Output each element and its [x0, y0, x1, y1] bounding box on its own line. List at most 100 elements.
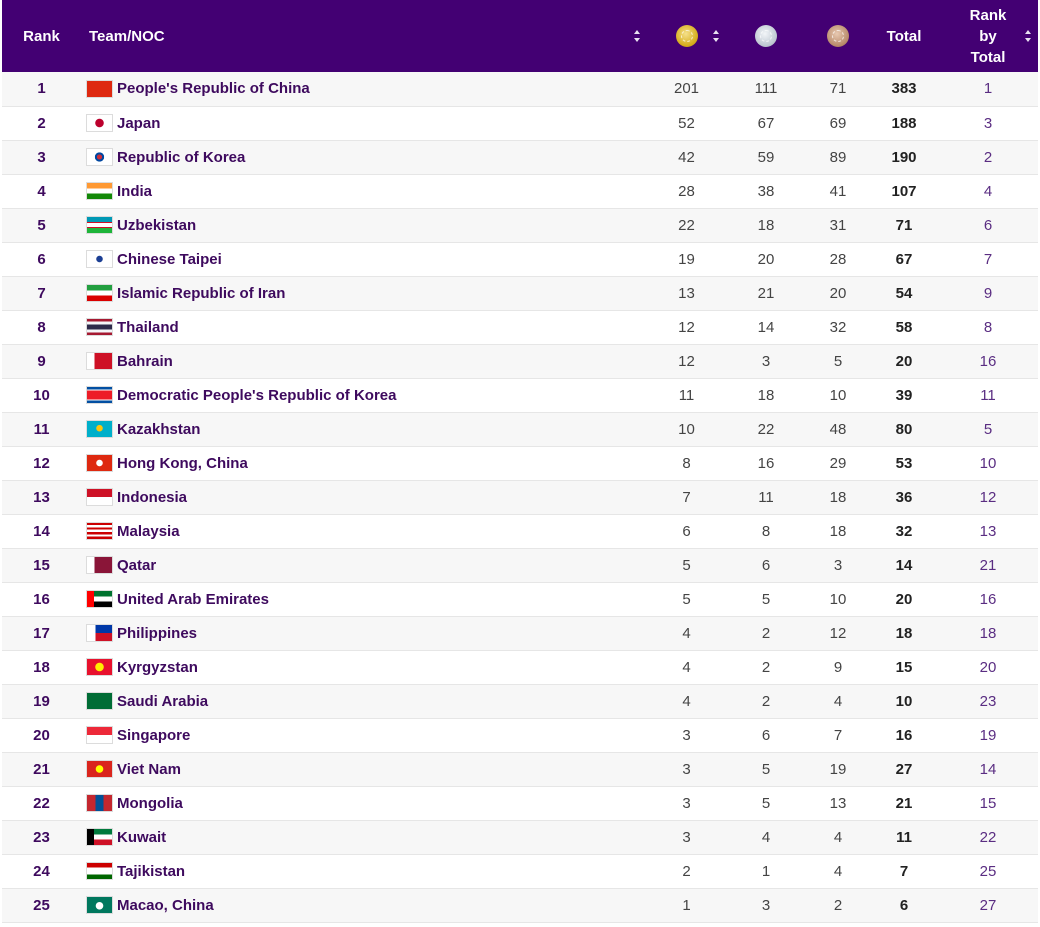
gold-count-cell: 42: [678, 148, 695, 166]
team-name-link[interactable]: Kuwait: [117, 828, 167, 846]
team-cell[interactable]: Thailand: [81, 310, 647, 344]
sort-icon[interactable]: [1025, 30, 1032, 42]
team-name-link[interactable]: Macao, China: [117, 896, 214, 914]
team-cell[interactable]: Malaysia: [81, 514, 647, 548]
team-cell[interactable]: Uzbekistan: [81, 208, 647, 242]
team-cell[interactable]: Macao, China: [81, 888, 647, 922]
total-count-cell: 39: [895, 386, 913, 404]
total-column-header[interactable]: Total: [870, 0, 938, 72]
rank-by-total-cell: 20: [979, 658, 997, 676]
rank-by-total-cell: 2: [983, 148, 993, 166]
team-name-link[interactable]: Saudi Arabia: [117, 692, 209, 710]
team-name-link[interactable]: Viet Nam: [117, 760, 181, 778]
team-name-link[interactable]: Philippines: [117, 624, 198, 642]
team-cell[interactable]: Saudi Arabia: [81, 684, 647, 718]
team-name-link[interactable]: Democratic People's Republic of Korea: [117, 386, 397, 404]
bronze-column-header[interactable]: [806, 0, 870, 72]
team-cell[interactable]: Viet Nam: [81, 752, 647, 786]
team-cell[interactable]: Japan: [81, 106, 647, 140]
team-cell[interactable]: Kazakhstan: [81, 412, 647, 446]
team-cell[interactable]: Islamic Republic of Iran: [81, 276, 647, 310]
gold-column-header[interactable]: [647, 0, 726, 72]
team-cell[interactable]: Mongolia: [81, 786, 647, 820]
team-name-link[interactable]: Bahrain: [117, 352, 173, 370]
team-name-link[interactable]: Thailand: [117, 318, 179, 336]
team-header-label: Team/NOC: [89, 27, 165, 45]
table-row: 4 India 28 38 41 107 4: [2, 174, 1038, 208]
table-row: 25 Macao, China 1 3 2 6 27: [2, 888, 1038, 922]
rank-by-total-cell: 12: [979, 488, 997, 506]
team-cell[interactable]: United Arab Emirates: [81, 582, 647, 616]
total-count-cell: 11: [896, 828, 912, 846]
team-name-link[interactable]: Japan: [117, 114, 161, 132]
team-cell[interactable]: India: [81, 174, 647, 208]
bronze-count-cell: 31: [829, 216, 847, 234]
team-cell[interactable]: Qatar: [81, 548, 647, 582]
rank-cell: 13: [33, 488, 50, 506]
team-name-link[interactable]: People's Republic of China: [117, 80, 310, 98]
silver-count-cell: 2: [761, 692, 771, 710]
team-name-link[interactable]: India: [117, 182, 153, 200]
team-cell[interactable]: Tajikistan: [81, 854, 647, 888]
team-cell[interactable]: Kyrgyzstan: [81, 650, 647, 684]
team-name-link[interactable]: Malaysia: [117, 522, 180, 540]
bronze-count-cell: 13: [829, 794, 847, 812]
team-cell[interactable]: People's Republic of China: [81, 72, 647, 106]
bronze-count-cell: 7: [833, 726, 843, 744]
flag-chinese-taipei-icon: [86, 250, 113, 268]
rank-column-header[interactable]: Rank: [2, 0, 81, 72]
gold-count-cell: 7: [682, 488, 691, 506]
flag-uae-icon: [86, 590, 113, 608]
team-name-link[interactable]: Qatar: [117, 556, 157, 574]
rank-by-total-column-header[interactable]: Rank by Total: [938, 0, 1038, 72]
total-count-cell: 20: [895, 352, 913, 370]
team-name-link[interactable]: Hong Kong, China: [117, 454, 248, 472]
team-name-link[interactable]: Republic of Korea: [117, 148, 246, 166]
sort-icon[interactable]: [713, 30, 720, 42]
team-name-link[interactable]: Tajikistan: [117, 862, 186, 880]
team-name-link[interactable]: Mongolia: [117, 794, 183, 812]
table-row: 21 Viet Nam 3 5 19 27 14: [2, 752, 1038, 786]
team-cell[interactable]: Philippines: [81, 616, 647, 650]
team-column-header[interactable]: Team/NOC: [81, 0, 647, 72]
bronze-count-cell: 71: [829, 80, 847, 98]
team-cell[interactable]: Bahrain: [81, 344, 647, 378]
bronze-count-cell: 3: [833, 556, 843, 574]
team-cell[interactable]: Chinese Taipei: [81, 242, 647, 276]
table-row: 17 Philippines 4 2 12 18 18: [2, 616, 1038, 650]
team-name-link[interactable]: United Arab Emirates: [117, 590, 269, 608]
rank-by-total-line-1: Rank: [969, 6, 1007, 24]
team-cell[interactable]: Hong Kong, China: [81, 446, 647, 480]
silver-count-cell: 18: [757, 216, 775, 234]
table-header-row: Rank Team/NOC: [2, 0, 1038, 72]
team-name-link[interactable]: Kyrgyzstan: [117, 658, 198, 676]
rank-cell: 10: [33, 386, 50, 404]
team-name-link[interactable]: Chinese Taipei: [117, 250, 222, 268]
rank-by-total-cell: 15: [979, 794, 997, 812]
team-name-link[interactable]: Kazakhstan: [117, 420, 201, 438]
silver-medal-icon: [755, 25, 777, 47]
team-name-link[interactable]: Islamic Republic of Iran: [117, 284, 286, 302]
silver-column-header[interactable]: [726, 0, 806, 72]
silver-count-cell: 21: [757, 284, 775, 302]
team-name-link[interactable]: Indonesia: [117, 488, 188, 506]
flag-philippines-icon: [86, 624, 113, 642]
silver-count-cell: 8: [761, 522, 771, 540]
silver-count-cell: 20: [757, 250, 775, 268]
team-name-link[interactable]: Uzbekistan: [117, 216, 197, 234]
gold-count-cell: 201: [673, 80, 700, 98]
team-name-link[interactable]: Singapore: [117, 726, 191, 744]
team-cell[interactable]: Democratic People's Republic of Korea: [81, 378, 647, 412]
bronze-count-cell: 4: [833, 862, 843, 880]
team-cell[interactable]: Indonesia: [81, 480, 647, 514]
team-cell[interactable]: Singapore: [81, 718, 647, 752]
rank-cell: 12: [33, 454, 50, 472]
bronze-count-cell: 4: [833, 828, 843, 846]
gold-count-cell: 3: [682, 726, 691, 744]
team-cell[interactable]: Kuwait: [81, 820, 647, 854]
team-cell[interactable]: Republic of Korea: [81, 140, 647, 174]
sort-icon[interactable]: [634, 30, 641, 42]
total-count-cell: 54: [895, 284, 913, 302]
rank-header-label: Rank: [23, 27, 60, 45]
